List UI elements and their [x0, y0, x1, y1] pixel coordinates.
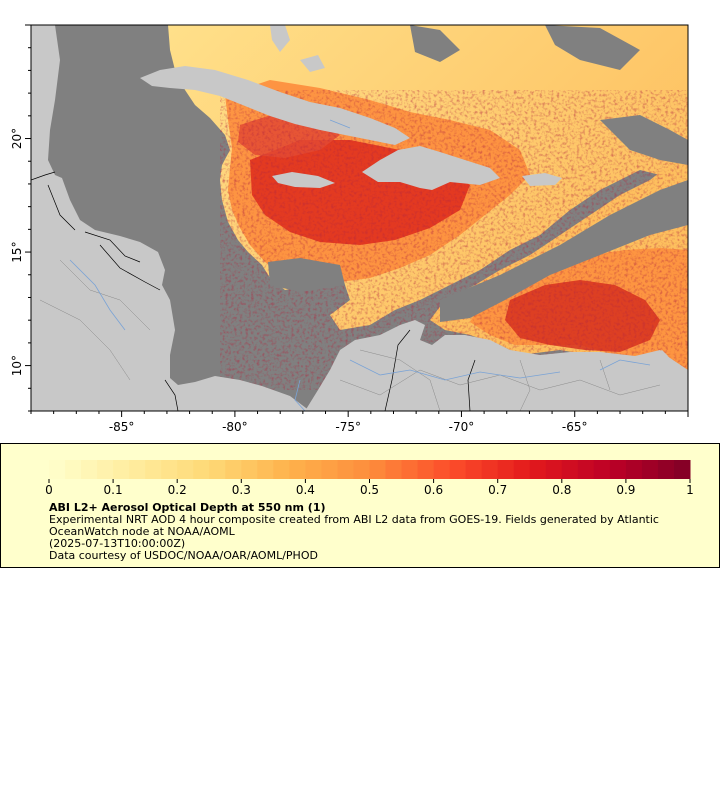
legend-panel: 0 0.1 0.2 0.3 0.4 0.5 0.6 0.7 0.8 0.9 1 ABI L2+ Ae…	[0, 443, 720, 568]
colorbar-cell	[385, 460, 403, 479]
colorbar-tick-label: 0.4	[296, 483, 315, 497]
colorbar-cell	[305, 460, 322, 479]
colorbar-cell	[353, 460, 370, 479]
legend-timestamp: (2025-07-13T10:00:00Z)	[49, 537, 186, 550]
land-hispaniola	[362, 146, 500, 190]
colorbar-cell	[561, 460, 579, 479]
colorbar-tick-label: 1	[686, 483, 694, 497]
axis-ticks	[25, 24, 689, 417]
colorbar-cell	[209, 460, 226, 479]
legend-title: ABI L2+ Aerosol Optical Depth at 550 nm …	[49, 501, 326, 514]
colorbar-cell	[465, 460, 483, 479]
lon-tick-label: -80°	[222, 420, 248, 434]
colorbar-cell	[369, 460, 387, 479]
colorbar-tick-label: 0.8	[552, 483, 571, 497]
colorbar-tick-label: 0.6	[424, 483, 443, 497]
colorbar-tick-label: 0.2	[168, 483, 187, 497]
colorbar-cell	[497, 460, 515, 479]
colorbar-cell	[577, 460, 595, 479]
aod-map: -85° -80° -75° -70° -65° 20° 15° 10°	[10, 24, 689, 434]
legend-text: ABI L2+ Aerosol Optical Depth at 550 nm …	[49, 502, 699, 562]
legend-description: Experimental NRT AOD 4 hour composite cr…	[49, 513, 659, 538]
colorbar-tick-label: 0	[45, 483, 53, 497]
colorbar-cell	[241, 460, 258, 479]
colorbar-tick-label: 0.1	[104, 483, 123, 497]
aod-gap-5	[600, 115, 688, 165]
colorbar-cell	[609, 460, 627, 479]
colorbar-cell	[289, 460, 306, 479]
rivers	[69, 119, 651, 411]
land-jamaica	[272, 172, 335, 188]
country-borders	[31, 171, 476, 411]
colorbar-ticks: 0 0.1 0.2 0.3 0.4 0.5 0.6 0.7 0.8 0.9 1	[45, 479, 694, 497]
colorbar-cell	[529, 460, 547, 479]
colorbar-cell	[65, 460, 82, 479]
land-bahamas	[300, 55, 325, 72]
lat-tick-label: 10°	[10, 355, 24, 376]
colorbar-cell	[257, 460, 274, 479]
colorbar-cell	[161, 460, 178, 479]
colorbar-tick-label: 0.3	[232, 483, 251, 497]
colorbar-cell	[641, 460, 659, 479]
colorbar-cells	[49, 460, 691, 479]
colorbar-cell	[449, 460, 467, 479]
colorbar-cell	[513, 460, 531, 479]
lon-tick-label: -65°	[562, 420, 588, 434]
axis-tick-labels: -85° -80° -75° -70° -65° 20° 15° 10°	[10, 128, 588, 434]
colorbar: 0 0.1 0.2 0.3 0.4 0.5 0.6 0.7 0.8 0.9 1	[45, 460, 694, 497]
land-south-america	[305, 320, 688, 411]
lat-tick-label: 20°	[10, 128, 24, 149]
colorbar-tick-label: 0.5	[360, 483, 379, 497]
legend-credit: Data courtesy of USDOC/NOAA/OAR/AOML/PHO…	[49, 549, 318, 562]
map-frame	[30, 24, 689, 412]
colorbar-cell	[545, 460, 563, 479]
colorbar-cell	[273, 460, 290, 479]
lon-tick-label: -70°	[449, 420, 475, 434]
lat-tick-label: 15°	[10, 241, 24, 262]
colorbar-cell	[481, 460, 499, 479]
land-florida	[270, 25, 290, 52]
aod-gap-2	[268, 258, 345, 292]
colorbar-cell	[129, 460, 146, 479]
colorbar-cell	[673, 460, 691, 479]
colorbar-cell	[145, 460, 162, 479]
land-central-america	[31, 25, 310, 411]
aod-gap-4	[545, 25, 640, 70]
colorbar-cell	[625, 460, 643, 479]
colorbar-cell	[193, 460, 210, 479]
colorbar-cell	[49, 460, 66, 479]
colorbar-cell	[593, 460, 611, 479]
lon-tick-label: -75°	[335, 420, 361, 434]
land-lesser-antilles	[655, 350, 668, 362]
colorbar-cell	[113, 460, 130, 479]
colorbar-cell	[401, 460, 419, 479]
colorbar-cell	[321, 460, 338, 479]
colorbar-cell	[225, 460, 242, 479]
aod-gap	[440, 180, 688, 322]
aod-gap-3	[410, 25, 460, 62]
colorbar-tick-label: 0.7	[488, 483, 507, 497]
colorbar-cell	[433, 460, 451, 479]
colorbar-cell	[97, 460, 114, 479]
colorbar-cell	[657, 460, 675, 479]
land-puerto-rico	[522, 173, 562, 186]
colorbar-cell	[177, 460, 194, 479]
colorbar-cell	[81, 460, 98, 479]
lon-tick-label: -85°	[109, 420, 135, 434]
colorbar-cell	[417, 460, 435, 479]
colorbar-tick-label: 0.9	[616, 483, 635, 497]
colorbar-cell	[337, 460, 354, 479]
